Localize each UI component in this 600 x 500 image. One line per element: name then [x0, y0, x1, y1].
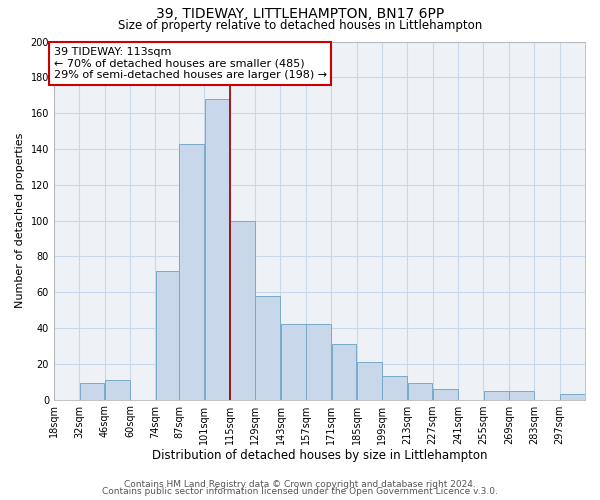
Text: 39, TIDEWAY, LITTLEHAMPTON, BN17 6PP: 39, TIDEWAY, LITTLEHAMPTON, BN17 6PP	[156, 8, 444, 22]
Text: Contains HM Land Registry data © Crown copyright and database right 2024.: Contains HM Land Registry data © Crown c…	[124, 480, 476, 489]
Text: Contains public sector information licensed under the Open Government Licence v.: Contains public sector information licen…	[102, 487, 498, 496]
Bar	[484, 390, 509, 400]
Bar	[357, 362, 382, 400]
Bar	[332, 344, 356, 400]
Bar	[156, 270, 179, 400]
Text: Size of property relative to detached houses in Littlehampton: Size of property relative to detached ho…	[118, 19, 482, 32]
X-axis label: Distribution of detached houses by size in Littlehampton: Distribution of detached houses by size …	[152, 450, 487, 462]
Bar	[560, 394, 584, 400]
Bar	[306, 324, 331, 400]
Bar	[382, 376, 407, 400]
Bar	[509, 390, 534, 400]
Bar	[105, 380, 130, 400]
Bar	[230, 220, 255, 400]
Bar	[281, 324, 305, 400]
Y-axis label: Number of detached properties: Number of detached properties	[15, 133, 25, 308]
Bar	[256, 296, 280, 400]
Bar	[80, 384, 104, 400]
Bar	[179, 144, 204, 400]
Bar	[408, 384, 433, 400]
Bar	[205, 99, 229, 400]
Bar	[433, 389, 458, 400]
Text: 39 TIDEWAY: 113sqm
← 70% of detached houses are smaller (485)
29% of semi-detach: 39 TIDEWAY: 113sqm ← 70% of detached hou…	[54, 47, 327, 80]
